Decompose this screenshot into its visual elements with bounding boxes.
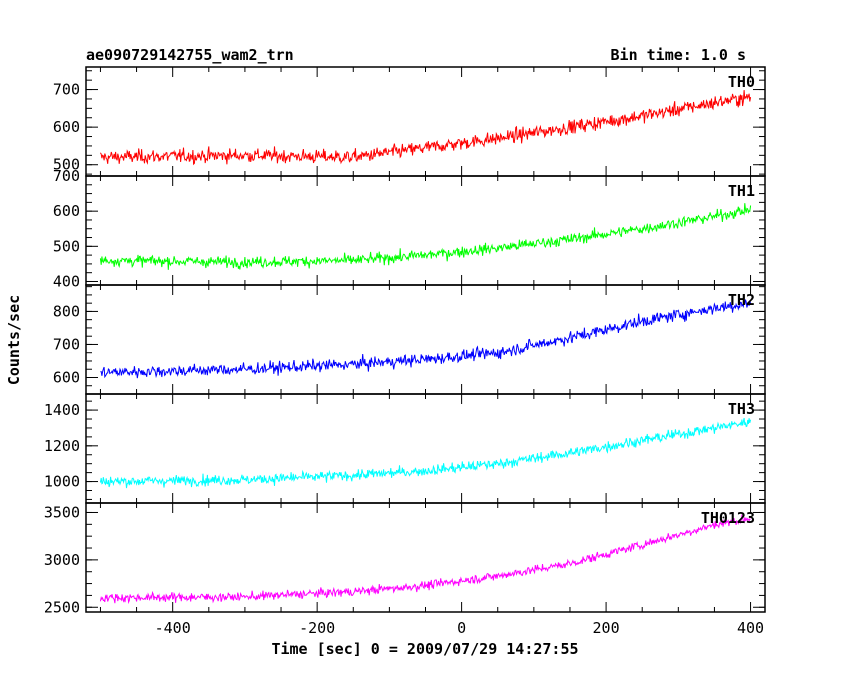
panel-label-th0123: TH0123 xyxy=(701,509,755,527)
y-tick-label: 700 xyxy=(53,335,80,353)
y-tick-label: 3000 xyxy=(44,551,80,569)
panels-group: 500 600 700 TH0 400 500 600 700 TH1 600 700 800 TH2 1… xyxy=(44,66,766,637)
x-tick-label: -200 xyxy=(299,619,335,637)
panel-frame-th2 xyxy=(85,284,766,395)
x-tick-label: -400 xyxy=(155,619,191,637)
y-tick-label: 700 xyxy=(53,167,80,185)
panel-label-th1: TH1 xyxy=(728,182,755,200)
series-line-th0123 xyxy=(99,513,751,605)
series-line-th1 xyxy=(99,203,752,270)
y-tick-label: 1400 xyxy=(44,401,80,419)
y-tick-label: 800 xyxy=(53,302,80,320)
y-tick-label: 1200 xyxy=(44,437,80,455)
y-tick-label: 1000 xyxy=(44,473,80,491)
y-tick-label: 700 xyxy=(53,81,80,99)
y-tick-label: 500 xyxy=(53,237,80,255)
y-tick-label: 600 xyxy=(53,368,80,386)
y-tick-label: 400 xyxy=(53,272,80,290)
bin-time-label: Bin time: 1.0 s xyxy=(611,46,746,64)
y-tick-label: 500 xyxy=(53,156,80,174)
x-tick-label: 400 xyxy=(737,619,764,637)
series-line-th2 xyxy=(100,299,752,379)
x-axis-label: Time [sec] 0 = 2009/07/29 14:27:55 xyxy=(271,640,578,658)
panel-label-th0: TH0 xyxy=(728,73,755,91)
y-tick-label: 2500 xyxy=(44,598,80,616)
series-line-th3 xyxy=(99,417,752,489)
y-axis-label: Counts/sec xyxy=(5,295,23,385)
panel-label-th2: TH2 xyxy=(728,291,755,309)
panel-label-th3: TH3 xyxy=(728,400,755,418)
y-tick-label: 3500 xyxy=(44,503,80,521)
series-line-th0 xyxy=(99,90,752,166)
panel-frame-th0123 xyxy=(85,502,766,613)
chart-title: ae090729142755_wam2_trn xyxy=(86,46,294,64)
x-tick-label: 200 xyxy=(593,619,620,637)
x-tick-label: 0 xyxy=(457,619,466,637)
panel-frame-th3 xyxy=(85,393,766,504)
panel-frame-th1 xyxy=(85,175,766,286)
panel-frame-th0 xyxy=(85,66,766,177)
y-tick-label: 600 xyxy=(53,118,80,136)
y-tick-label: 600 xyxy=(53,202,80,220)
